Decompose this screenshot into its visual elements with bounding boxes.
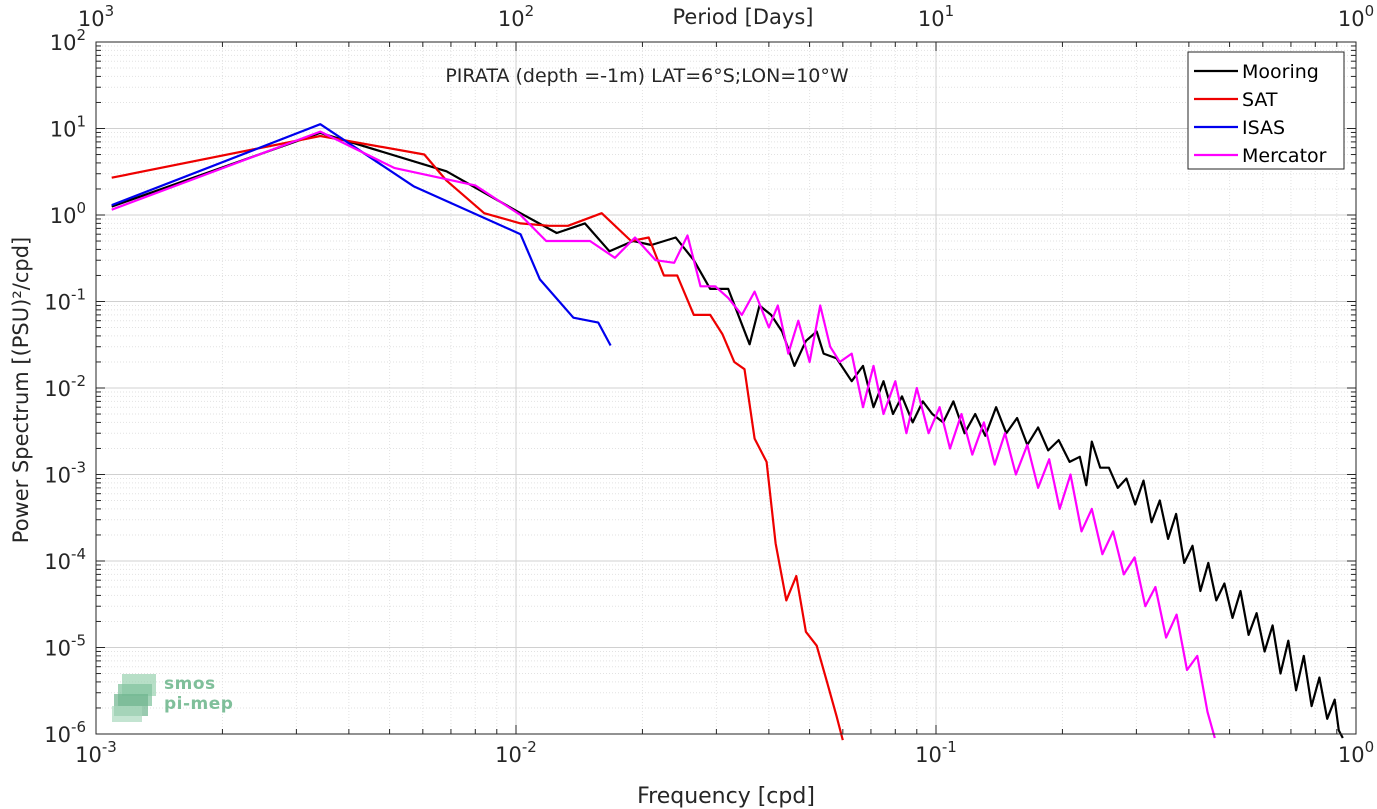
legend: Mooring SAT ISAS Mercator: [1187, 51, 1345, 170]
legend-label-isas: ISAS: [1242, 117, 1285, 139]
logo-text-smos: smos: [164, 674, 216, 694]
y-tick-label: 10-1: [44, 286, 86, 315]
x-tick-label: 10-1: [915, 738, 957, 767]
y-tick-label: 10-6: [44, 718, 86, 747]
y-tick-label: 100: [50, 199, 86, 228]
top-x-tick-label: 102: [498, 2, 534, 31]
y-axis-ticks: 10-6 10-5 10-4 10-3 10-2 10-1 100 101 102: [44, 26, 86, 747]
series-isas-line: [111, 123, 612, 347]
y-tick-label: 10-5: [44, 632, 86, 661]
x-tick-label: 100: [1338, 738, 1374, 767]
series-mercator-line: [111, 130, 1216, 739]
top-x-tick-label: 100: [1338, 2, 1374, 31]
legend-label-sat: SAT: [1242, 89, 1278, 111]
logo-mark-icon: [112, 674, 156, 722]
y-tick-label: 101: [50, 113, 86, 142]
top-x-tick-label: 103: [78, 2, 114, 31]
logo-text-pi-mep: pi-mep: [164, 694, 234, 714]
chart-title: PIRATA (depth =-1m) LAT=6°S;LON=10°W: [445, 65, 849, 87]
legend-label-mercator: Mercator: [1242, 145, 1327, 167]
y-tick-label: 10-4: [44, 545, 86, 574]
x-axis-label: Frequency [cpd]: [637, 784, 815, 809]
series-sat-line: [111, 134, 844, 741]
x-axis-ticks: 10-3 10-2 10-1 100: [75, 738, 1374, 767]
y-tick-label: 10-2: [44, 372, 86, 401]
y-axis-label: Power Spectrum [(PSU)²/cpd]: [9, 237, 33, 543]
y-tick-label: 10-3: [44, 459, 86, 488]
top-x-axis-label: Period [Days]: [673, 5, 814, 29]
series-layer: [111, 123, 1344, 741]
smos-pi-mep-logo: smos pi-mep: [112, 672, 252, 728]
x-tick-label: 10-3: [75, 738, 117, 767]
legend-label-mooring: Mooring: [1242, 61, 1319, 83]
y-tick-label: 102: [50, 26, 86, 55]
top-x-tick-label: 101: [918, 2, 954, 31]
top-x-axis-ticks: 103 102 101 100: [78, 2, 1374, 31]
x-tick-label: 10-2: [495, 738, 537, 767]
tick-marks: [95, 41, 1357, 735]
